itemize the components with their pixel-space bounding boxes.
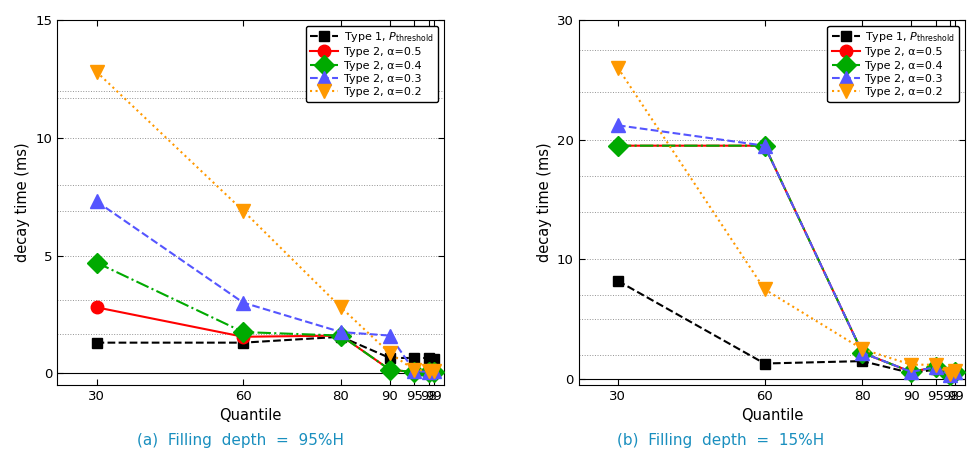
Line: Type 2, α=0.2: Type 2, α=0.2 bbox=[89, 65, 441, 378]
Type 1, $P_{\rm threshold}$ bbox=[384, 355, 396, 361]
Type 1, $P_{\rm threshold}$ bbox=[945, 373, 956, 378]
Type 2, α=0.3 bbox=[409, 368, 420, 374]
Type 1, $P_{\rm threshold}$ bbox=[950, 369, 961, 375]
Line: Type 1, $P_{\rm threshold}$: Type 1, $P_{\rm threshold}$ bbox=[613, 276, 960, 381]
Type 2, α=0.4 bbox=[612, 143, 624, 149]
Type 2, α=0.3 bbox=[906, 369, 917, 375]
Type 2, α=0.4 bbox=[759, 143, 770, 149]
Type 2, α=0.5 bbox=[612, 143, 624, 149]
Type 2, α=0.4 bbox=[384, 367, 396, 372]
Type 2, α=0.4 bbox=[906, 369, 917, 375]
Type 2, α=0.2 bbox=[384, 351, 396, 356]
Type 2, α=0.5 bbox=[857, 350, 868, 356]
Type 2, α=0.4 bbox=[335, 333, 347, 338]
Type 2, α=0.3 bbox=[428, 368, 440, 374]
Type 2, α=0.3 bbox=[90, 198, 102, 204]
Type 2, α=0.3 bbox=[612, 123, 624, 128]
Type 2, α=0.5 bbox=[335, 333, 347, 338]
Line: Type 2, α=0.3: Type 2, α=0.3 bbox=[89, 194, 441, 379]
Type 2, α=0.3 bbox=[950, 369, 961, 375]
Type 2, α=0.3 bbox=[335, 329, 347, 335]
Type 2, α=0.4 bbox=[945, 373, 956, 378]
Line: Type 2, α=0.4: Type 2, α=0.4 bbox=[89, 255, 441, 379]
Type 2, α=0.2 bbox=[409, 367, 420, 372]
Type 2, α=0.2 bbox=[857, 347, 868, 352]
Type 1, $P_{\rm threshold}$ bbox=[90, 340, 102, 345]
Type 2, α=0.2 bbox=[423, 368, 435, 374]
Y-axis label: decay time (ms): decay time (ms) bbox=[15, 143, 30, 262]
Type 2, α=0.5 bbox=[90, 304, 102, 310]
Type 2, α=0.3 bbox=[237, 300, 249, 305]
Text: (a)  Filling  depth  =  95%H: (a) Filling depth = 95%H bbox=[136, 434, 344, 448]
Y-axis label: decay time (ms): decay time (ms) bbox=[536, 143, 552, 262]
Type 1, $P_{\rm threshold}$ bbox=[857, 358, 868, 364]
Type 1, $P_{\rm threshold}$ bbox=[237, 340, 249, 345]
Type 2, α=0.3 bbox=[930, 364, 942, 370]
Type 2, α=0.2 bbox=[950, 368, 961, 373]
Type 2, α=0.2 bbox=[335, 304, 347, 310]
Type 2, α=0.4 bbox=[409, 369, 420, 375]
Type 2, α=0.4 bbox=[237, 329, 249, 335]
Line: Type 2, α=0.3: Type 2, α=0.3 bbox=[611, 118, 962, 382]
Type 1, $P_{\rm threshold}$ bbox=[423, 355, 435, 361]
Line: Type 1, $P_{\rm threshold}$: Type 1, $P_{\rm threshold}$ bbox=[92, 332, 439, 364]
Line: Type 2, α=0.2: Type 2, α=0.2 bbox=[611, 61, 962, 381]
Type 1, $P_{\rm threshold}$ bbox=[428, 357, 440, 362]
Type 2, α=0.4 bbox=[857, 350, 868, 356]
Type 2, α=0.5 bbox=[945, 373, 956, 378]
Type 2, α=0.5 bbox=[428, 369, 440, 375]
Type 2, α=0.2 bbox=[90, 69, 102, 75]
Type 1, $P_{\rm threshold}$ bbox=[612, 278, 624, 284]
Type 1, $P_{\rm threshold}$ bbox=[409, 355, 420, 361]
Type 2, α=0.3 bbox=[857, 350, 868, 356]
X-axis label: Quantile: Quantile bbox=[741, 409, 803, 424]
Legend: Type 1, $P_{\rm threshold}$, Type 2, α=0.5, Type 2, α=0.4, Type 2, α=0.3, Type 2: Type 1, $P_{\rm threshold}$, Type 2, α=0… bbox=[827, 25, 959, 102]
Type 2, α=0.2 bbox=[930, 362, 942, 367]
Type 2, α=0.5 bbox=[759, 143, 770, 149]
Line: Type 2, α=0.4: Type 2, α=0.4 bbox=[611, 139, 962, 382]
Type 1, $P_{\rm threshold}$ bbox=[335, 334, 347, 339]
Line: Type 2, α=0.5: Type 2, α=0.5 bbox=[90, 301, 440, 378]
Legend: Type 1, $P_{\rm threshold}$, Type 2, α=0.5, Type 2, α=0.4, Type 2, α=0.3, Type 2: Type 1, $P_{\rm threshold}$, Type 2, α=0… bbox=[306, 25, 438, 102]
Type 1, $P_{\rm threshold}$ bbox=[759, 361, 770, 366]
Type 2, α=0.4 bbox=[90, 260, 102, 265]
Type 1, $P_{\rm threshold}$ bbox=[930, 367, 942, 372]
Type 2, α=0.4 bbox=[423, 369, 435, 375]
Type 2, α=0.5 bbox=[930, 364, 942, 370]
Type 1, $P_{\rm threshold}$ bbox=[906, 371, 917, 376]
Type 2, α=0.5 bbox=[384, 367, 396, 372]
Type 2, α=0.3 bbox=[423, 369, 435, 375]
Type 2, α=0.5 bbox=[906, 369, 917, 375]
Type 2, α=0.2 bbox=[759, 287, 770, 292]
Type 2, α=0.2 bbox=[428, 369, 440, 374]
Type 2, α=0.5 bbox=[950, 369, 961, 375]
Type 2, α=0.2 bbox=[945, 371, 956, 377]
Line: Type 2, α=0.5: Type 2, α=0.5 bbox=[612, 140, 961, 382]
Type 2, α=0.2 bbox=[237, 208, 249, 213]
Type 2, α=0.5 bbox=[423, 369, 435, 375]
Type 2, α=0.3 bbox=[384, 333, 396, 338]
X-axis label: Quantile: Quantile bbox=[220, 409, 281, 424]
Type 2, α=0.4 bbox=[950, 369, 961, 375]
Type 2, α=0.2 bbox=[906, 362, 917, 367]
Type 2, α=0.5 bbox=[409, 369, 420, 375]
Type 2, α=0.4 bbox=[428, 369, 440, 375]
Type 2, α=0.5 bbox=[237, 334, 249, 339]
Type 2, α=0.3 bbox=[759, 143, 770, 149]
Text: (b)  Filling  depth  =  15%H: (b) Filling depth = 15%H bbox=[616, 434, 824, 448]
Type 2, α=0.3 bbox=[945, 373, 956, 378]
Type 2, α=0.2 bbox=[612, 65, 624, 71]
Type 2, α=0.4 bbox=[930, 364, 942, 370]
